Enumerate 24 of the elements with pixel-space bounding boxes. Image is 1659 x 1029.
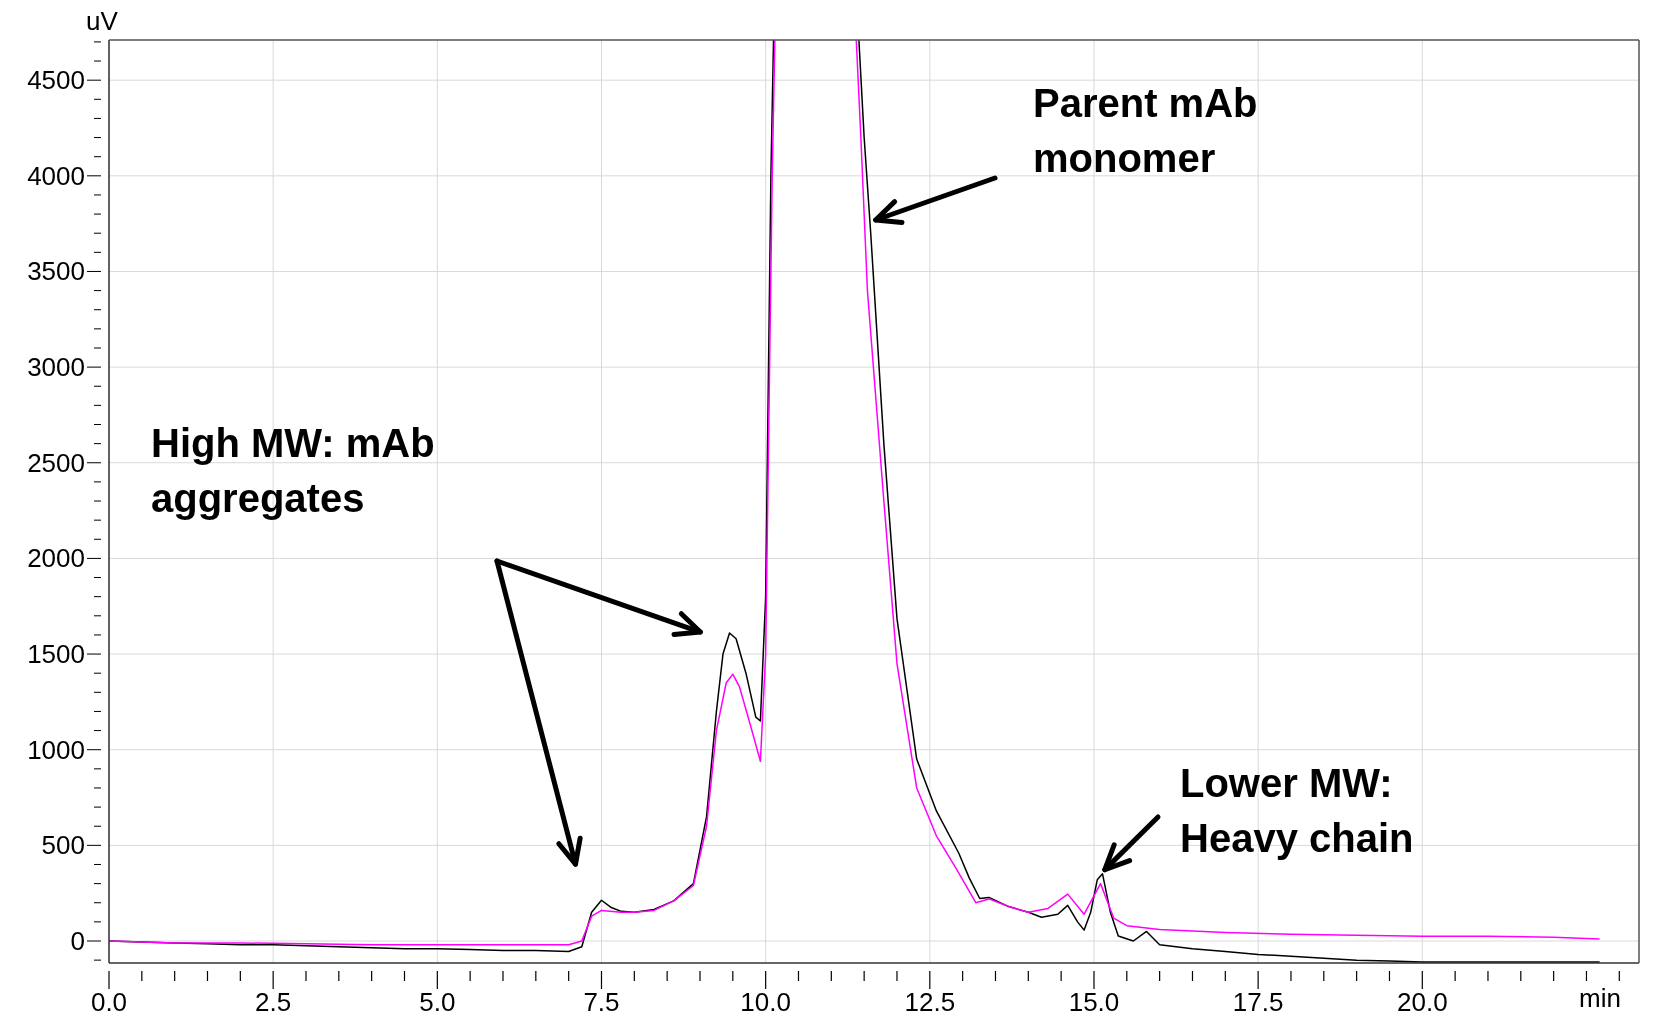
- y-tick-label: 0: [70, 926, 85, 956]
- y-tick-label: 3000: [27, 352, 85, 383]
- x-tick-label: 10.0: [740, 987, 791, 1017]
- x-tick-label: 20.0: [1397, 987, 1448, 1017]
- y-tick-label: 4000: [27, 160, 85, 191]
- y-tick-label: 2500: [27, 447, 85, 478]
- y-tick-label: 1500: [27, 639, 85, 670]
- y-tick-label: 1000: [27, 734, 85, 765]
- y-tick-label: 500: [41, 830, 85, 861]
- annotation: High MW: mAb aggregates: [151, 420, 436, 523]
- annotation: Lower MW: Heavy chain: [1180, 760, 1415, 863]
- annotation: Parent mAb monomer: [1033, 80, 1259, 183]
- x-tick-label: 7.5: [583, 987, 620, 1017]
- y-axis-title: uV: [86, 6, 118, 37]
- x-tick-label: 12.5: [904, 987, 956, 1017]
- x-tick-label: 2.5: [255, 987, 292, 1017]
- x-tick-label: 5.0: [419, 987, 456, 1017]
- x-tick-label: 17.5: [1232, 987, 1284, 1017]
- x-tick-label: 15.0: [1068, 987, 1120, 1017]
- y-tick-label: 3500: [27, 256, 85, 287]
- y-tick-label: 4500: [27, 65, 85, 96]
- x-axis-title: min: [1579, 983, 1621, 1014]
- y-tick-label: 2000: [27, 543, 85, 574]
- x-tick-label: 0.0: [90, 987, 128, 1017]
